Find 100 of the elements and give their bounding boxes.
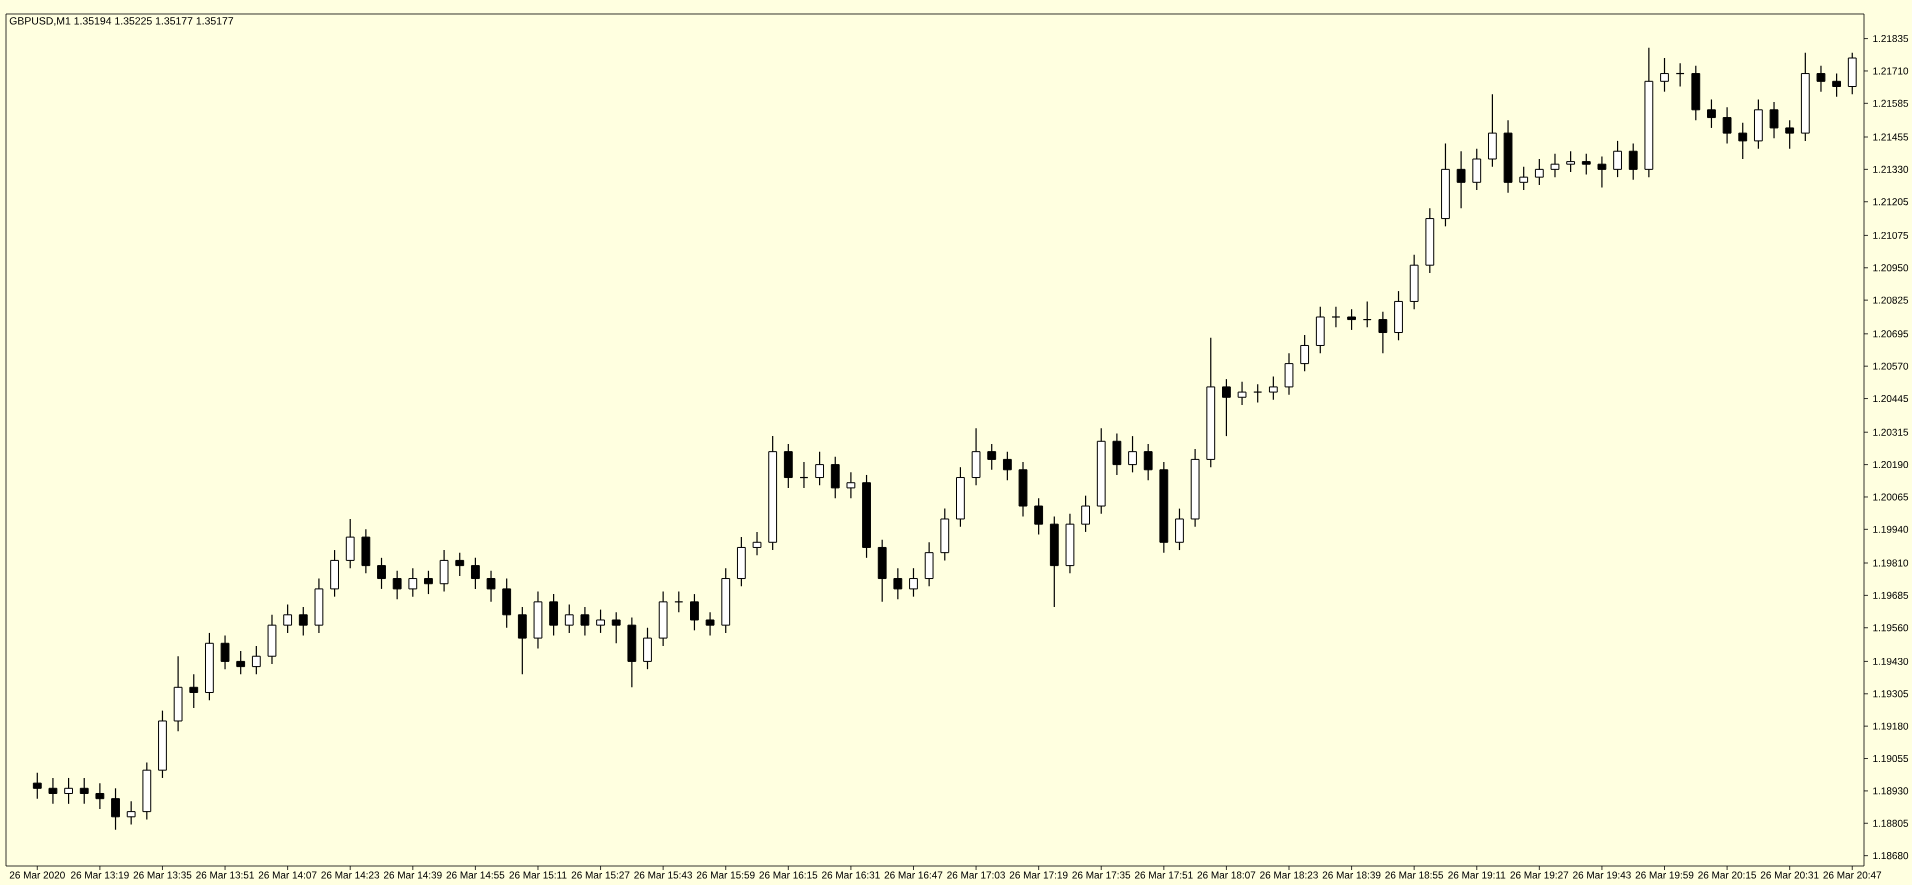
x-tick-label: 26 Mar 18:07 (1197, 871, 1256, 879)
y-tick-label: 1.20190 (1873, 461, 1909, 469)
y-tick-label: 1.19685 (1873, 591, 1909, 599)
candlestick (1816, 65, 1826, 93)
x-tick-label: 26 Mar 19:43 (1573, 871, 1631, 879)
candlestick (1002, 451, 1012, 481)
y-tick-label: 1.18680 (1873, 852, 1909, 860)
y-tick-label: 1.20065 (1873, 493, 1909, 501)
candlestick (392, 570, 402, 600)
x-tick-label: 26 Mar 19:59 (1635, 871, 1694, 879)
x-tick-label: 26 Mar 20:31 (1760, 871, 1819, 879)
candlestick (298, 606, 308, 637)
x-tick-label: 26 Mar 16:47 (884, 871, 943, 879)
candlestick (517, 606, 527, 675)
x-tick-label: 26 Mar 14:23 (321, 871, 380, 879)
y-tick-label: 1.20445 (1873, 395, 1909, 403)
x-tick-label: 26 Mar 13:19 (71, 871, 129, 879)
x-tick-label: 26 Mar 18:39 (1322, 871, 1381, 879)
x-tick-label: 26 Mar 16:15 (759, 871, 818, 879)
candlestick (377, 557, 386, 590)
candlestick (1613, 140, 1622, 178)
candlestick (439, 549, 449, 593)
y-tick-label: 1.18805 (1873, 819, 1909, 827)
x-tick-label: 26 Mar 15:43 (634, 871, 693, 879)
candlestick (815, 451, 825, 486)
candlestick (111, 787, 120, 831)
candlestick (1769, 101, 1779, 139)
y-tick-label: 1.21585 (1873, 99, 1909, 107)
candlestick (251, 645, 261, 675)
candlestick (1785, 119, 1795, 150)
y-tick-label: 1.19810 (1873, 559, 1909, 567)
candlestick (486, 570, 496, 603)
x-tick-label: 26 Mar 14:07 (258, 871, 317, 879)
y-tick-label: 1.19180 (1873, 722, 1909, 730)
candlestick (126, 800, 136, 826)
chart-title: GBPUSD,M1 1.35194 1.35225 1.35177 1.35177 (9, 17, 234, 26)
y-tick-label: 1.19055 (1873, 755, 1909, 763)
x-tick-label: 26 Mar 20:15 (1698, 871, 1757, 879)
candlestick (408, 567, 418, 598)
y-tick-label: 1.19430 (1873, 657, 1909, 665)
candlestick (909, 567, 918, 598)
candlestick (189, 673, 199, 709)
candlestick (1034, 497, 1044, 536)
candlestick (1628, 142, 1638, 181)
y-tick-label: 1.19560 (1873, 624, 1909, 632)
candlestick (1597, 155, 1607, 189)
candlestick (1581, 153, 1591, 176)
candlestick (893, 567, 903, 600)
candlestick (1534, 158, 1544, 186)
candlestick (1300, 334, 1310, 372)
x-tick-label: 26 Mar 17:35 (1072, 871, 1131, 879)
x-tick-label: 26 Mar 17:19 (1009, 871, 1068, 879)
candlestick (987, 443, 997, 471)
candlestick (1284, 352, 1294, 396)
x-tick-label: 26 Mar 14:39 (383, 871, 442, 879)
candlestick (32, 772, 42, 800)
candlestick (236, 650, 246, 675)
y-tick-label: 1.20570 (1873, 362, 1909, 370)
candlestick (1175, 508, 1184, 551)
candlestick (1112, 432, 1122, 476)
candlestick (1143, 443, 1153, 481)
x-tick-label: 26 Mar 17:51 (1134, 871, 1193, 879)
y-tick-label: 1.21075 (1873, 231, 1909, 239)
candlestick (643, 627, 652, 670)
candlestick (596, 609, 605, 634)
x-tick-label: 26 Mar 18:55 (1385, 871, 1444, 879)
candlestick (674, 590, 684, 613)
candlestick (564, 603, 574, 634)
y-tick-label: 1.20950 (1873, 264, 1909, 272)
y-tick-label: 1.20315 (1873, 428, 1909, 436)
candlestick (549, 593, 559, 637)
candlestick (1472, 148, 1482, 191)
candlestick (64, 777, 73, 805)
x-tick-label: 26 Mar 13:35 (133, 871, 192, 879)
candlestick (1519, 166, 1529, 191)
candlestick (1237, 381, 1247, 406)
candlestick (690, 593, 699, 631)
y-tick-label: 1.21205 (1873, 198, 1909, 206)
candlestick (580, 606, 590, 637)
x-tick-label: 26 Mar 19:11 (1448, 871, 1506, 879)
x-tick-label: 26 Mar 18:23 (1260, 871, 1318, 879)
candlestick (1456, 150, 1466, 209)
y-tick-label: 1.18930 (1873, 787, 1909, 795)
x-tick-label: 26 Mar 15:59 (696, 871, 755, 879)
x-tick-label: 26 Mar 15:11 (509, 871, 567, 879)
candlestick (1738, 122, 1748, 160)
candlestick (1081, 495, 1091, 533)
x-tick-label: 26 Mar 16:31 (822, 871, 880, 879)
y-tick-label: 1.21330 (1873, 165, 1909, 173)
y-tick-label: 1.20825 (1873, 296, 1909, 304)
candlestick (1222, 378, 1231, 437)
x-tick-label: 26 Mar 13:51 (196, 871, 254, 879)
y-tick-label: 1.21835 (1873, 35, 1909, 43)
x-tick-label: 26 Mar 14:55 (446, 871, 505, 879)
candlestick (95, 782, 105, 810)
x-tick-label: 26 Mar 19:27 (1510, 871, 1569, 879)
candlestick (48, 777, 58, 805)
candlestick (79, 777, 89, 805)
candlestick (1378, 311, 1388, 354)
y-tick-label: 1.19305 (1873, 690, 1909, 698)
